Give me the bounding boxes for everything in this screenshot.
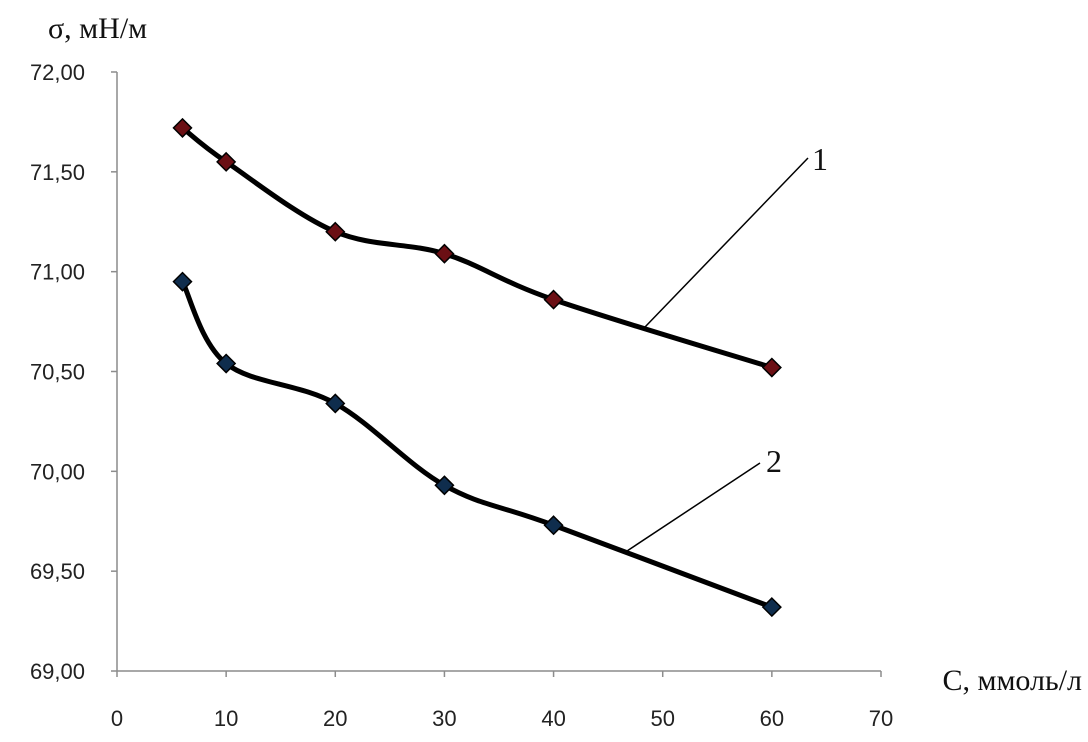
x-tick-label: 60 xyxy=(760,706,784,731)
labels: σ, мН/м С, ммоль/л 1 2 xyxy=(48,12,1082,697)
y-tick-label: 70,50 xyxy=(30,360,85,385)
leader-line-1 xyxy=(644,157,809,328)
data-point-series-2 xyxy=(543,515,564,536)
data-point-series-1 xyxy=(434,243,455,264)
series-line-2 xyxy=(179,279,775,610)
data-point-series-1 xyxy=(172,117,193,138)
leader-lines xyxy=(626,157,809,552)
y-tick-label: 69,50 xyxy=(30,559,85,584)
data-point-series-2 xyxy=(216,353,237,374)
data-point-series-1 xyxy=(216,151,237,172)
data-point-series-2 xyxy=(761,597,782,618)
curve-label-1: 1 xyxy=(812,141,828,177)
y-tick-label: 70,00 xyxy=(30,459,85,484)
series-markers xyxy=(172,117,782,618)
data-point-series-2 xyxy=(172,271,193,292)
y-axis-title: σ, мН/м xyxy=(48,12,147,45)
data-point-series-1 xyxy=(761,357,782,378)
x-tick-label: 70 xyxy=(869,706,893,731)
axes: 69,00 69,50 70,00 70,50 71,00 71,50 72,00 0 10 20… xyxy=(30,60,893,731)
x-axis-title: С, ммоль/л xyxy=(942,664,1082,697)
x-tick-label: 10 xyxy=(214,706,238,731)
x-tick-label: 30 xyxy=(432,706,456,731)
series-curves xyxy=(179,125,775,610)
y-tick-label: 71,50 xyxy=(30,160,85,185)
data-point-series-2 xyxy=(434,475,455,496)
leader-line-2 xyxy=(626,462,761,552)
data-point-series-1 xyxy=(325,221,346,242)
curve-label-2: 2 xyxy=(766,443,782,479)
y-tick-label: 71,00 xyxy=(30,260,85,285)
x-tick-label: 40 xyxy=(541,706,565,731)
x-tick-label: 20 xyxy=(323,706,347,731)
y-tick-label: 72,00 xyxy=(30,60,85,85)
data-point-series-2 xyxy=(325,393,346,414)
x-tick-label: 50 xyxy=(650,706,674,731)
x-tick-label: 0 xyxy=(111,706,123,731)
data-point-series-1 xyxy=(543,289,564,310)
y-tick-label: 69,00 xyxy=(30,659,85,684)
series-line-1 xyxy=(179,125,775,371)
